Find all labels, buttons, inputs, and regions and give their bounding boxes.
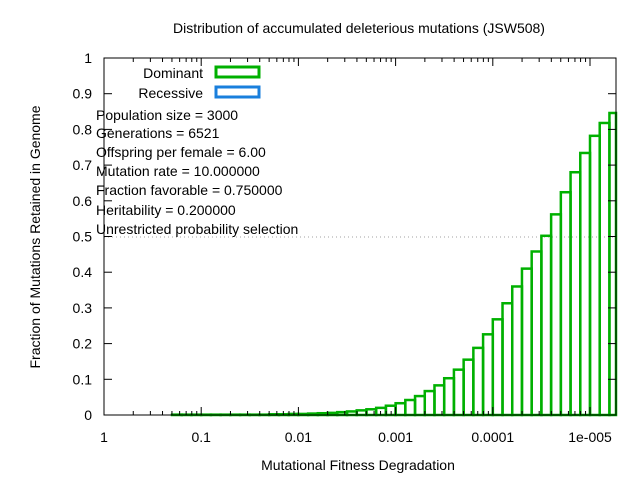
y-tick-label: 0.2: [73, 336, 93, 352]
y-tick-label: 0: [84, 407, 92, 423]
dominant-bar: [433, 384, 446, 417]
dominant-bar: [345, 410, 358, 417]
dominant-bar: [413, 394, 427, 417]
dominant-bar: [472, 346, 485, 417]
dominant-bar: [559, 190, 572, 417]
legend-label-dominant: Dominant: [143, 65, 203, 81]
y-tick-label: 0.7: [73, 157, 93, 173]
annotation-selection: Unrestricted probability selection: [96, 221, 298, 237]
x-tick-label: 1: [100, 429, 108, 445]
x-axis-label: Mutational Fitness Degradation: [261, 457, 455, 473]
legend-label-recessive: Recessive: [138, 85, 203, 101]
dominant-bar: [510, 285, 524, 417]
x-tick-label: 0.001: [378, 429, 413, 445]
dominant-bar: [394, 401, 407, 417]
dominant-bar: [442, 376, 456, 417]
dominant-bar: [462, 358, 475, 417]
legend-swatch-recessive: [214, 85, 261, 99]
legend-swatch-dominant: [214, 65, 261, 79]
y-tick-label: 1: [84, 50, 92, 66]
dominant-bar: [530, 250, 543, 417]
dominant-bar: [540, 234, 553, 417]
chart-title: Distribution of accumulated deleterious …: [173, 20, 545, 36]
annotation-heritability: Heritability = 0.200000: [96, 202, 236, 218]
x-tick-label: 0.1: [191, 429, 211, 445]
dominant-bar: [481, 333, 495, 417]
dominant-bar: [404, 398, 417, 417]
y-axis-label: Fraction of Mutations Retained in Genome: [27, 105, 43, 368]
dominant-bar: [365, 408, 378, 417]
plot-frame: [103, 57, 617, 416]
dominant-bar: [452, 368, 465, 417]
annotation-mutation-rate: Mutation rate = 10.000000: [96, 163, 260, 179]
dominant-bar: [588, 134, 601, 417]
x-tick-label: 0.01: [285, 429, 312, 445]
x-axis: 1 0.1 0.01 0.001 0.0001 1e-005: [100, 58, 612, 445]
dominant-bar: [491, 318, 504, 417]
dominant-bar: [520, 267, 533, 417]
dominant-bar: [549, 213, 563, 417]
y-axis: 0 0.1 0.2 0.3 0.4 0.5 0.6 0.7 0.8 0.9 1: [73, 50, 616, 423]
dominant-bar: [423, 389, 436, 417]
annotation-offspring: Offspring per female = 6.00: [96, 144, 266, 160]
y-tick-label: 0.1: [73, 371, 93, 387]
x-tick-label: 0.0001: [471, 429, 514, 445]
dominant-bar: [355, 409, 368, 417]
annotation-population: Population size = 3000: [96, 107, 238, 123]
y-tick-label: 0.3: [73, 300, 93, 316]
dominant-bar: [579, 151, 592, 417]
y-tick-label: 0.5: [73, 229, 93, 245]
annotation-generations: Generations = 6521: [96, 125, 220, 141]
dominant-bar: [501, 302, 514, 417]
x-tick-label: 1e-005: [568, 429, 612, 445]
dominant-bar: [608, 111, 618, 417]
dominant-bar: [569, 170, 582, 417]
y-tick-label: 0.6: [73, 193, 93, 209]
dominant-bar: [598, 121, 611, 417]
y-tick-label: 0.9: [73, 86, 93, 102]
legend: Dominant Recessive: [138, 65, 261, 101]
annotation-fraction-favorable: Fraction favorable = 0.750000: [96, 182, 283, 198]
y-tick-label: 0.8: [73, 121, 93, 137]
parameter-annotations: Population size = 3000 Generations = 652…: [96, 107, 298, 237]
y-tick-label: 0.4: [73, 264, 93, 280]
